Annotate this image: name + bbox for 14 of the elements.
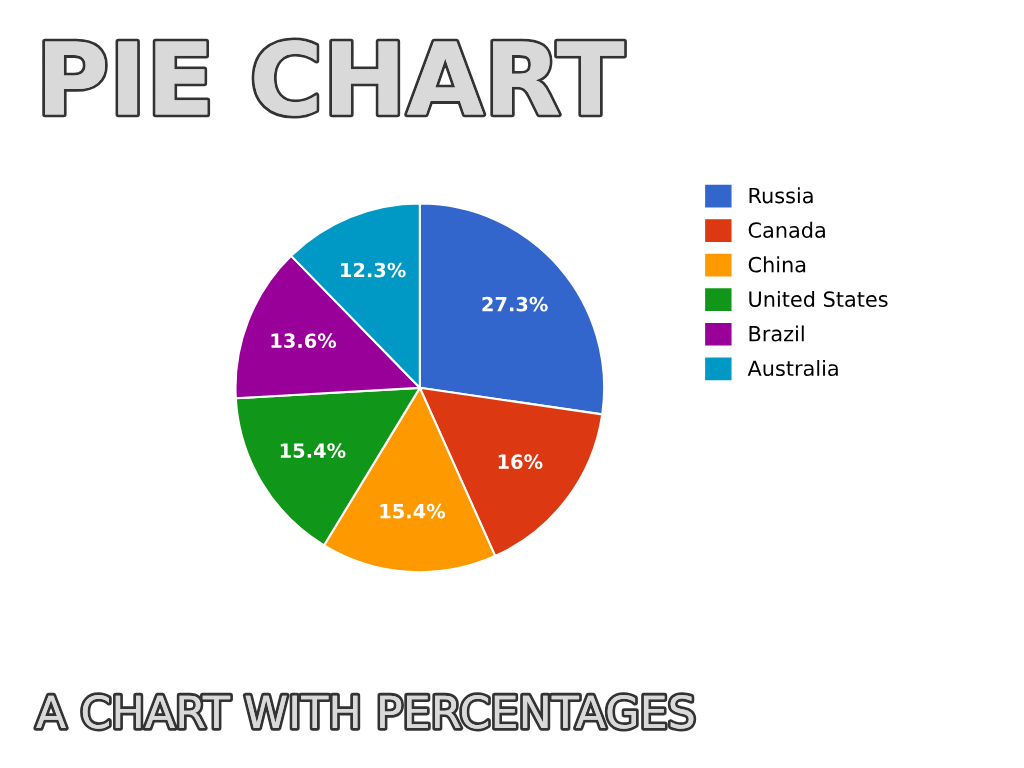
data-label: 15.4% bbox=[280, 443, 346, 458]
legend-label: Australia bbox=[747, 359, 838, 377]
data-label: 16% bbox=[498, 454, 543, 470]
data-label: 15.4% bbox=[380, 503, 446, 519]
legend-label: Brazil bbox=[749, 325, 804, 342]
data-label: 27.3% bbox=[482, 296, 548, 312]
data-label: 12.3% bbox=[341, 262, 406, 278]
legend-label: China bbox=[748, 256, 806, 273]
text: A CHART WITH PERCENTAGES bbox=[36, 695, 694, 729]
chart-title: PIE CHART bbox=[45, 40, 625, 116]
legend-label: Canada bbox=[748, 221, 825, 238]
legend-label: Russia bbox=[749, 187, 813, 204]
data-label: 13.6% bbox=[271, 333, 337, 349]
legend-label: United States bbox=[749, 290, 888, 308]
